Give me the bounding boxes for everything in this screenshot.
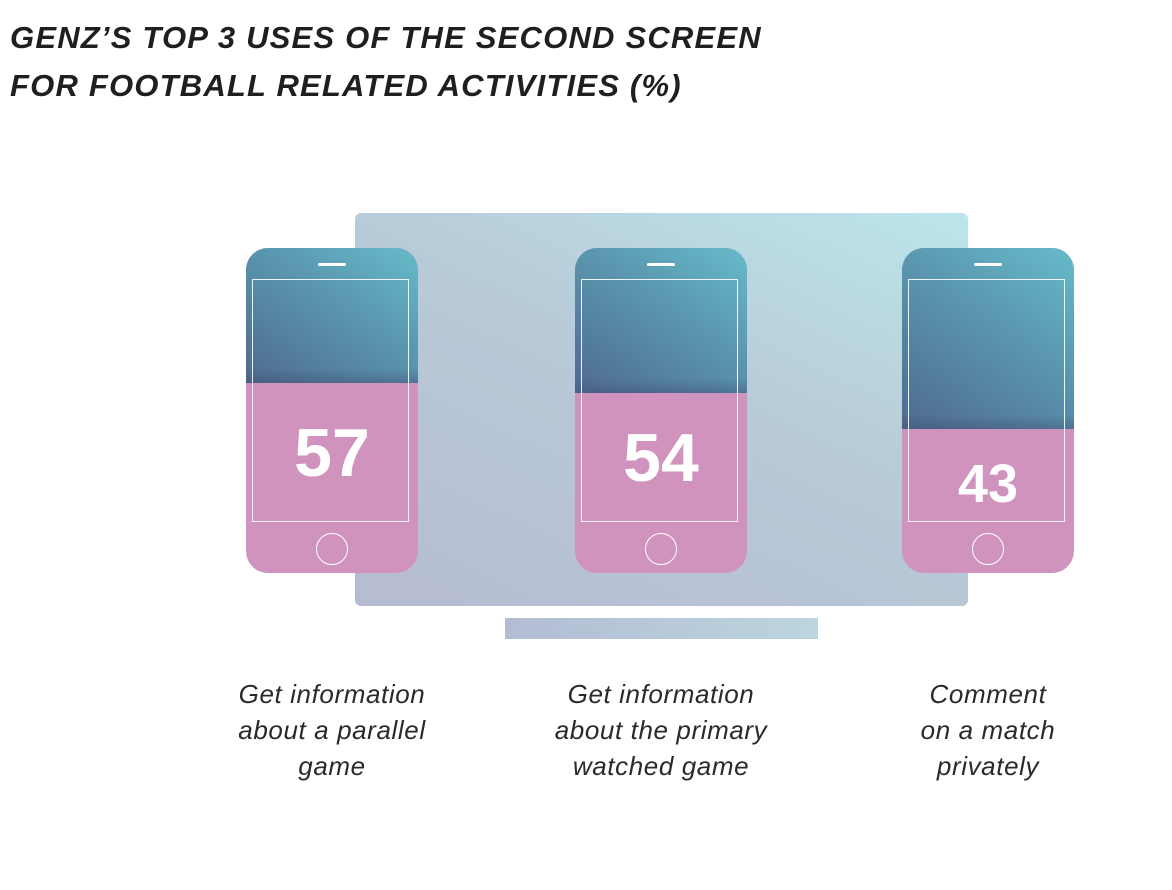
category-label-line: Get information [238, 679, 426, 709]
phone-home-button [972, 533, 1004, 565]
category-label-line: privately [936, 751, 1040, 781]
phone-speaker [318, 263, 346, 266]
phone-screen-frame [581, 279, 738, 522]
category-label-line: about a parallel [238, 715, 426, 745]
category-label-line: about the primary [554, 715, 768, 745]
category-label-line: Comment [929, 679, 1047, 709]
chart-title-line-2: FOR FOOTBALL RELATED ACTIVITIES (%) [10, 68, 682, 103]
category-label-line: on a match [920, 715, 1056, 745]
category-label-line: game [298, 751, 366, 781]
phone-bar-2: 54 [575, 248, 747, 573]
chart-title-line-1: GENZ’S TOP 3 USES OF THE SECOND SCREEN [10, 20, 762, 55]
phone-screen-unfilled [575, 248, 747, 393]
phone-bar-3: 43 [902, 248, 1074, 573]
category-label-1: Get information about a parallel game [202, 676, 462, 784]
category-label-line: watched game [572, 751, 750, 781]
data-label-value: 54 [623, 420, 699, 496]
tv-stand-graphic [505, 618, 818, 639]
phone-home-button [645, 533, 677, 565]
phone-speaker [974, 263, 1002, 266]
phone-screen-frame [908, 279, 1065, 522]
category-label-3: Comment on a match privately [858, 676, 1118, 784]
phone-bar-1: 57 [246, 248, 418, 573]
data-label-value: 57 [294, 415, 370, 491]
phone-home-button [316, 533, 348, 565]
phone-screen-frame [252, 279, 409, 522]
category-label-line: Get information [567, 679, 755, 709]
phone-screen-unfilled [246, 248, 418, 383]
data-label-value: 43 [957, 454, 1019, 514]
phone-speaker [647, 263, 675, 266]
phone-screen-unfilled [902, 248, 1074, 429]
chart-title: GENZ’S TOP 3 USES OF THE SECOND SCREEN F… [10, 14, 762, 110]
category-label-2: Get information about the primary watched … [531, 676, 791, 784]
